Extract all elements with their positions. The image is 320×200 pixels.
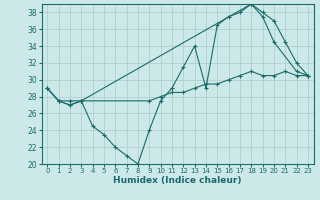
- X-axis label: Humidex (Indice chaleur): Humidex (Indice chaleur): [113, 176, 242, 185]
